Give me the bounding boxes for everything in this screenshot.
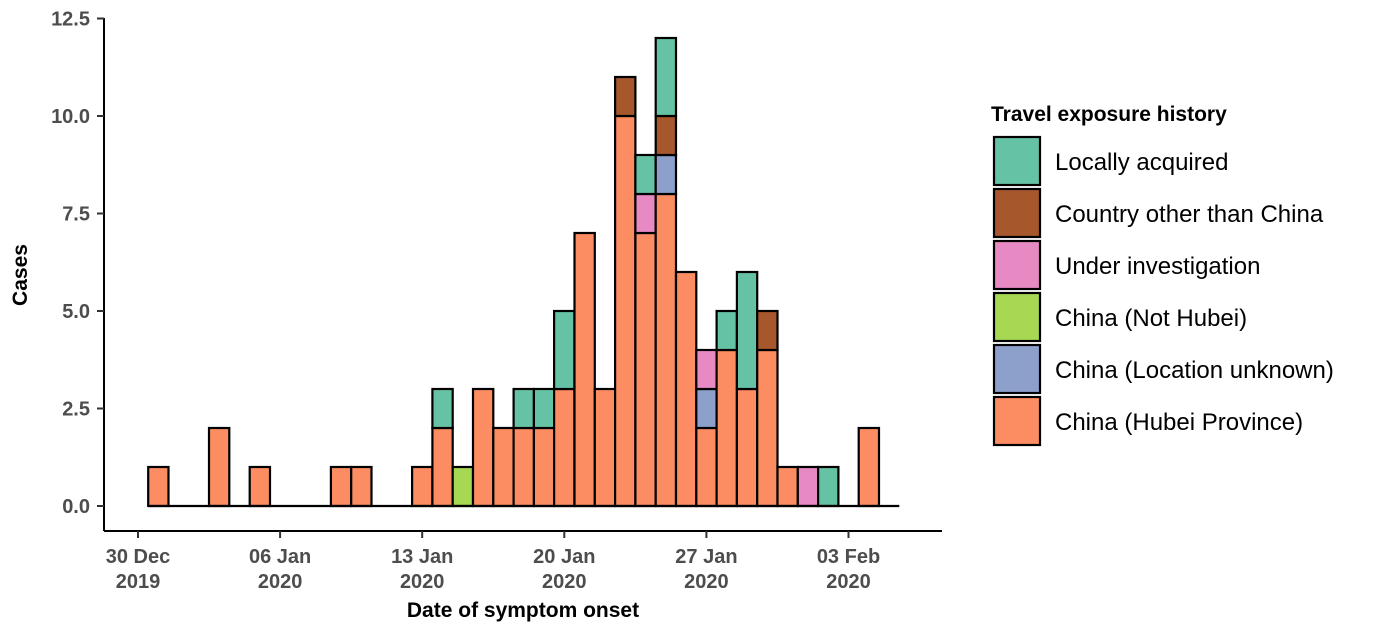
bar-segment bbox=[593, 387, 617, 508]
x-tick-label: 2020 bbox=[542, 571, 587, 593]
bar-segment bbox=[756, 309, 779, 352]
bar-segment bbox=[532, 426, 556, 508]
bar-segment bbox=[350, 465, 373, 508]
bar-segment bbox=[512, 387, 535, 430]
bar-segment bbox=[674, 270, 698, 508]
x-tick-label: 2020 bbox=[684, 571, 729, 593]
bar-segment bbox=[695, 426, 718, 508]
bar-segment bbox=[634, 153, 657, 196]
bar-segment bbox=[654, 36, 678, 118]
bar-segment bbox=[431, 426, 454, 508]
bar-segment bbox=[147, 465, 170, 508]
legend-label: China (Hubei Province) bbox=[1055, 409, 1303, 436]
legend-label: Locally acquired bbox=[1055, 149, 1228, 176]
bar-segment bbox=[654, 153, 678, 196]
legend-swatch bbox=[992, 187, 1042, 239]
x-tick-label: 06 Jan bbox=[249, 546, 311, 568]
bar-segment bbox=[329, 465, 353, 508]
bar-segment bbox=[756, 348, 779, 508]
x-tick-label: 27 Jan bbox=[675, 546, 737, 568]
bar-segment bbox=[471, 387, 495, 508]
bar-segment bbox=[857, 426, 881, 508]
bar-segment bbox=[512, 426, 535, 508]
legend-title: Travel exposure history bbox=[991, 103, 1227, 126]
bar-segment bbox=[248, 465, 272, 508]
legend-label: China (Not Hubei) bbox=[1055, 305, 1247, 332]
y-tick-label: 0.0 bbox=[62, 496, 90, 518]
bar-segment bbox=[613, 75, 637, 118]
bar-segment bbox=[431, 387, 454, 430]
bar-segment bbox=[207, 426, 231, 508]
legend-label: Country other than China bbox=[1055, 201, 1324, 228]
bar-segment bbox=[613, 114, 637, 508]
bar-segment bbox=[411, 465, 434, 508]
bar-segment bbox=[816, 465, 840, 508]
bar-segment bbox=[634, 192, 657, 235]
legend-label: Under investigation bbox=[1055, 253, 1260, 280]
bar-segment bbox=[573, 231, 596, 508]
bar-segment bbox=[532, 387, 556, 430]
y-axis-title: Cases bbox=[9, 244, 32, 306]
bar-segment bbox=[695, 348, 718, 391]
y-tick-label: 2.5 bbox=[62, 399, 90, 421]
legend-swatch bbox=[992, 291, 1042, 343]
legend-label: China (Location unknown) bbox=[1055, 357, 1334, 384]
legend: Travel exposure history Locally acquired… bbox=[991, 103, 1334, 447]
bar-segment bbox=[451, 465, 475, 508]
legend-swatch bbox=[992, 343, 1042, 395]
bar-segment bbox=[634, 231, 657, 508]
legend-swatch bbox=[992, 135, 1042, 187]
bar-segment bbox=[735, 387, 759, 508]
bar-segment bbox=[715, 309, 738, 352]
bar-segment bbox=[552, 387, 576, 508]
x-tick-label: 30 Dec bbox=[106, 546, 171, 568]
x-tick-label: 2020 bbox=[258, 571, 303, 593]
bar-segment bbox=[654, 192, 678, 508]
bar-segment bbox=[776, 465, 799, 508]
y-ticks-layer: 0.0 2.5 5.0 7.5 10.0 12.5 bbox=[51, 9, 104, 518]
y-tick-label: 7.5 bbox=[62, 204, 90, 226]
axes-layer bbox=[103, 18, 942, 532]
legend-swatch bbox=[992, 239, 1042, 291]
x-axis-title: Date of symptom onset bbox=[407, 599, 639, 622]
bar-segment bbox=[695, 387, 718, 430]
bar-segment bbox=[654, 114, 678, 157]
bar-segment bbox=[735, 270, 759, 391]
bar-segment bbox=[552, 309, 576, 391]
x-ticks-layer: 30 Dec 2019 06 Jan 2020 13 Jan 2020 20 Jan 2020… bbox=[106, 531, 880, 593]
y-tick-label: 5.0 bbox=[62, 301, 90, 323]
x-tick-label: 2020 bbox=[400, 571, 445, 593]
x-tick-label: 2019 bbox=[116, 571, 161, 593]
x-tick-label: 2020 bbox=[826, 571, 871, 593]
bar-segment bbox=[796, 465, 820, 508]
x-tick-label: 03 Feb bbox=[817, 546, 880, 568]
y-tick-label: 10.0 bbox=[51, 106, 90, 128]
bar-segment bbox=[715, 348, 738, 508]
bar-segment bbox=[492, 426, 515, 508]
x-tick-label: 20 Jan bbox=[533, 546, 595, 568]
legend-swatch bbox=[992, 395, 1042, 447]
y-tick-label: 12.5 bbox=[51, 9, 90, 31]
x-tick-label: 13 Jan bbox=[391, 546, 453, 568]
bars-layer bbox=[147, 36, 881, 508]
